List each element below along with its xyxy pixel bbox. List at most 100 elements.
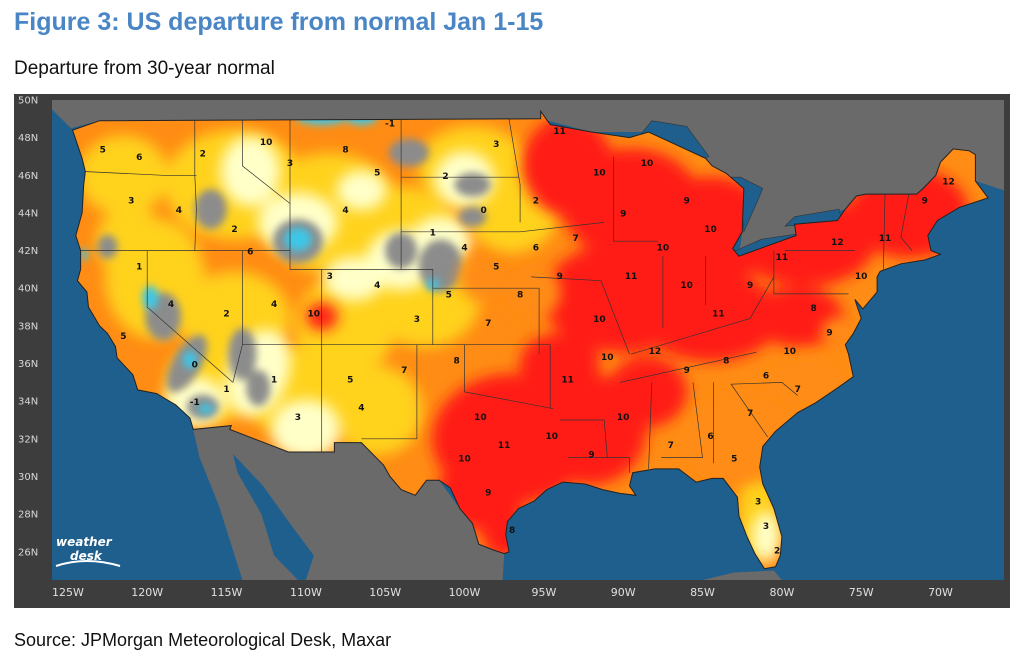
value-label: 6 (763, 372, 769, 382)
band-8-plus-6 (640, 271, 781, 362)
value-label: 10 (855, 272, 868, 282)
value-label: 4 (461, 244, 467, 254)
band-3-5-0 (78, 135, 169, 216)
value-label: 10 (308, 310, 321, 320)
value-label: 3 (763, 522, 769, 532)
lon-label-110w: 110W (290, 586, 322, 599)
value-label: 7 (401, 366, 407, 376)
value-label: 2 (774, 547, 780, 557)
value-label: 12 (942, 178, 955, 188)
value-label: 1 (136, 262, 142, 272)
lat-label-26n: 26N (18, 547, 38, 558)
us-outline (71, 109, 989, 570)
value-label: 8 (517, 291, 523, 301)
state-border-0 (194, 118, 197, 251)
value-label: 7 (795, 385, 801, 395)
value-label: 4 (358, 404, 364, 414)
figure-subtitle: Departure from 30-year normal (14, 58, 275, 79)
value-label: 2 (200, 150, 206, 160)
state-border-21 (661, 382, 703, 458)
value-label: 10 (260, 138, 273, 148)
state-border-18 (559, 419, 608, 458)
state-border-23 (630, 276, 775, 355)
lat-label-44n: 44N (18, 208, 38, 219)
longitude-axis: 125W 120W 115W 110W 105W 100W 95W 90W 85W 80W 75W 7… (52, 586, 953, 599)
value-label: 2 (223, 310, 229, 320)
value-label: 9 (684, 366, 690, 376)
lon-label-100w: 100W (449, 586, 481, 599)
state-border-20 (648, 382, 653, 469)
value-label: 0 (192, 360, 198, 370)
value-label: 9 (485, 488, 491, 498)
value-label: 5 (493, 262, 499, 272)
value-label: 5 (374, 168, 380, 178)
value-label: 10 (593, 315, 606, 325)
band-0-1-3 (454, 172, 491, 197)
band-0-1-4 (418, 239, 463, 292)
lon-label-95w: 95W (531, 586, 556, 599)
logo-text-line2: desk (70, 549, 103, 563)
lon-label-105w: 105W (369, 586, 401, 599)
value-label: 9 (588, 451, 594, 461)
value-label: 1 (223, 385, 229, 395)
lat-label-46n: 46N (18, 171, 38, 182)
state-border-6 (400, 118, 434, 345)
cuba-land (702, 570, 782, 580)
lon-label-120w: 120W (131, 586, 163, 599)
value-label: 10 (704, 225, 717, 235)
value-label: 3 (295, 413, 301, 423)
band-5-7-se-3 (510, 267, 561, 317)
value-label: 10 (680, 281, 693, 291)
lat-label-28n: 28N (18, 510, 38, 521)
state-border-28 (883, 194, 886, 270)
value-label: 7 (572, 234, 578, 244)
value-label: 3 (287, 159, 293, 169)
state-border-22 (619, 351, 757, 383)
value-label: 3 (755, 498, 761, 508)
value-label: 9 (747, 281, 753, 291)
lat-label-50n: 50N (18, 96, 38, 107)
value-label: 11 (561, 375, 574, 385)
value-label: -1 (190, 398, 200, 408)
lat-label-34n: 34N (18, 397, 38, 408)
state-borders (80, 118, 913, 473)
band-0-1-10 (97, 234, 118, 259)
value-label: 6 (533, 244, 539, 254)
value-label: 10 (458, 454, 471, 464)
lon-label-85w: 85W (690, 586, 715, 599)
lat-label-42n: 42N (18, 246, 38, 257)
map-frame: 5 6 2 10 3 4 2 6 3 8 5 4 -1 2 0 3 1 2 11 10 10 9 10 11 12 11 9 12 10… (14, 94, 1010, 608)
lon-label-90w: 90W (611, 586, 636, 599)
value-label: 2 (533, 197, 539, 207)
value-label: 11 (625, 272, 638, 282)
band-2-3-0 (220, 136, 281, 207)
state-border-19 (567, 457, 630, 473)
band-minus-5 (197, 403, 214, 414)
state-border-4 (289, 118, 402, 270)
value-label: 5 (347, 375, 353, 385)
lon-label-115w: 115W (211, 586, 243, 599)
value-label: 8 (723, 357, 729, 367)
value-label: 4 (271, 300, 277, 310)
logo-swoosh (55, 560, 121, 567)
canada-land (52, 100, 1004, 257)
value-label: 10 (641, 159, 654, 169)
band-2-3-9 (336, 170, 387, 211)
band-5-7-se-1 (770, 357, 841, 408)
band-5-7-se-2 (821, 317, 854, 346)
value-label: 2 (231, 225, 237, 235)
value-label: 8 (453, 357, 459, 367)
lat-label-40n: 40N (18, 284, 38, 295)
lat-label-36n: 36N (18, 359, 38, 370)
state-border-30 (730, 382, 798, 438)
lat-label-38n: 38N (18, 321, 38, 332)
value-label: 0 (480, 206, 486, 216)
band-3-5-11 (332, 365, 423, 456)
value-label: 11 (553, 127, 566, 137)
band-0-1-0 (194, 189, 227, 230)
logo-text-line1: weather (56, 535, 113, 549)
value-label: 6 (707, 432, 713, 442)
band-minus-3 (142, 285, 159, 310)
value-label: 10 (784, 347, 797, 357)
